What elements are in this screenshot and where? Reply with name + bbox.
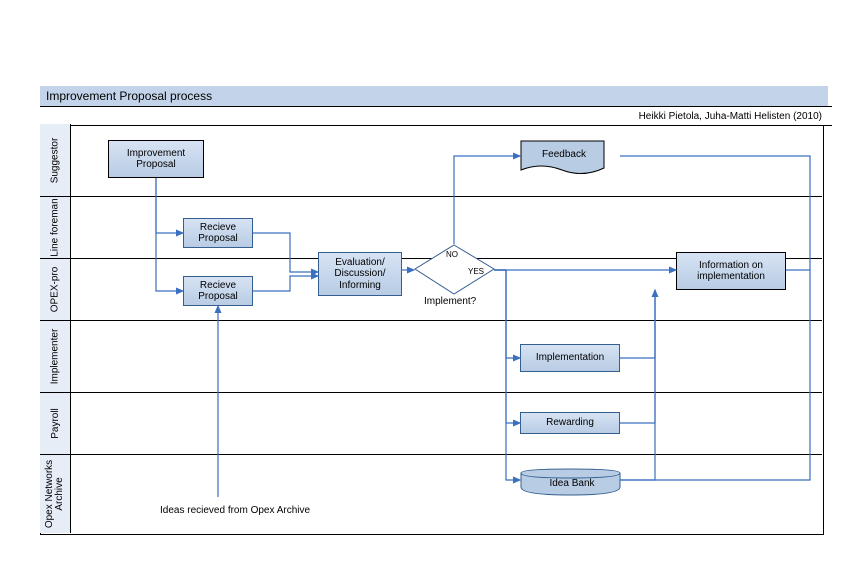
lane-label-payroll: Payroll bbox=[40, 392, 70, 454]
diagram-subtitle: Heikki Pietola, Juha-Matti Helisten (201… bbox=[40, 106, 832, 126]
node-ideabank: Idea Bank bbox=[520, 472, 624, 496]
decision-no: NO bbox=[446, 250, 458, 259]
decision-yes: YES bbox=[468, 267, 484, 276]
diagram-title: Improvement Proposal process bbox=[40, 86, 828, 106]
node-proposal: Improvement Proposal bbox=[108, 140, 204, 178]
node-eval: Evaluation/ Discussion/ Informing bbox=[318, 252, 402, 296]
node-info: Information on implementation bbox=[676, 252, 786, 290]
lane-label-line: Line foreman bbox=[40, 196, 70, 258]
node-recv1: Recieve Proposal bbox=[183, 218, 253, 248]
lane-label-impl: Implementer bbox=[40, 320, 70, 392]
lane-label-opex: OPEX-pro bbox=[40, 258, 70, 320]
footnote: Ideas recieved from Opex Archive bbox=[160, 505, 310, 516]
node-implementation: Implementation bbox=[520, 344, 620, 372]
node-feedback: Feedback bbox=[520, 140, 608, 170]
decision-caption: Implement? bbox=[424, 296, 476, 307]
lane-label-suggestor: Suggestor bbox=[40, 124, 70, 196]
node-recv2: Recieve Proposal bbox=[183, 276, 253, 306]
node-rewarding: Rewarding bbox=[520, 412, 620, 434]
lane-label-archive: Opex Networks Archive bbox=[40, 454, 70, 533]
